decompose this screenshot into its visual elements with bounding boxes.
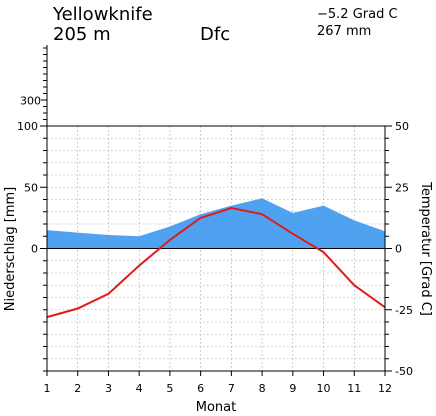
month-tick-label: 1 <box>44 382 51 395</box>
month-tick-label: 10 <box>317 382 331 395</box>
month-tick-label: 4 <box>136 382 143 395</box>
month-tick-label: 2 <box>74 382 81 395</box>
right-axis-title: Temperatur [Grad C] <box>418 181 433 316</box>
month-tick-label: 8 <box>259 382 266 395</box>
month-tick-label: 6 <box>197 382 204 395</box>
precip-tick-label: 50 <box>24 181 38 194</box>
month-tick-label: 11 <box>347 382 361 395</box>
month-tick-label: 9 <box>289 382 296 395</box>
chart-grid <box>47 126 385 371</box>
mean-temperature: −5.2 Grad C <box>317 7 398 22</box>
month-tick-label: 5 <box>166 382 173 395</box>
left-axis-title: Niederschlag [mm] <box>3 187 18 312</box>
temp-tick-label: -50 <box>395 365 413 378</box>
precip-tick-label: 100 <box>17 120 38 133</box>
temp-tick-label: -25 <box>395 304 413 317</box>
precip-tick-label: 0 <box>31 243 38 256</box>
chart-axes <box>40 45 392 376</box>
month-tick-label: 7 <box>228 382 235 395</box>
station-name: Yellowknife <box>52 4 153 25</box>
month-tick-label: 3 <box>105 382 112 395</box>
temp-tick-label: 25 <box>395 181 409 194</box>
x-axis-title: Monat <box>196 400 236 415</box>
temperature-line <box>46 207 386 319</box>
month-tick-label: 12 <box>378 382 392 395</box>
temp-tick-label: 50 <box>395 120 409 133</box>
precipitation-area <box>47 198 385 249</box>
climate-class: Dfc <box>200 24 230 45</box>
temp-tick-label: 0 <box>395 243 402 256</box>
annual-precipitation: 267 mm <box>317 24 371 39</box>
station-elevation: 205 m <box>53 24 111 45</box>
precip-upper-tick-label: 300 <box>20 95 41 108</box>
